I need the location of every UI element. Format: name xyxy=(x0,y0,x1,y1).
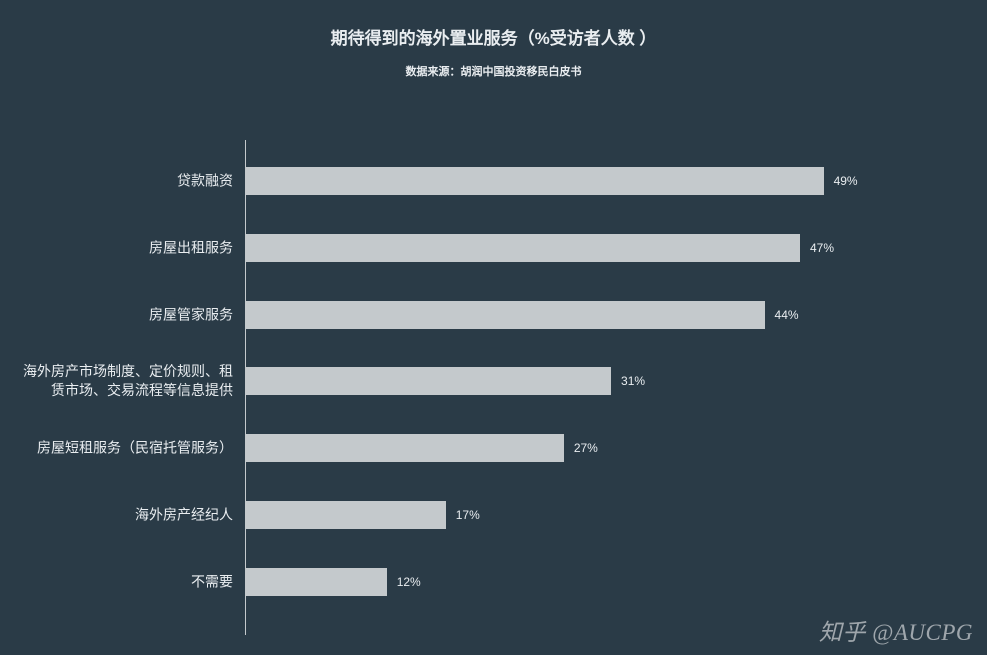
value-label: 27% xyxy=(574,441,598,455)
bar xyxy=(245,501,446,529)
value-label: 17% xyxy=(456,508,480,522)
bar-rows: 贷款融资 49% 房屋出租服务 47% 房屋管家服务 44% 海外房产市场制度、… xyxy=(245,140,965,635)
value-label: 44% xyxy=(775,308,799,322)
bar xyxy=(245,167,824,195)
bar-row: 海外房产经纪人 17% xyxy=(245,499,965,531)
bar-row: 房屋管家服务 44% xyxy=(245,299,965,331)
chart-container: 期待得到的海外置业服务（%受访者人数 ） 数据来源：胡润中国投资移民白皮书 贷款… xyxy=(0,0,987,655)
category-label: 不需要 xyxy=(15,572,245,591)
bar-row: 房屋短租服务（民宿托管服务） 27% xyxy=(245,432,965,464)
category-label: 房屋管家服务 xyxy=(15,305,245,324)
value-label: 47% xyxy=(810,241,834,255)
category-label: 海外房产市场制度、定价规则、租赁市场、交易流程等信息提供 xyxy=(15,363,245,401)
bar xyxy=(245,301,765,329)
category-label: 贷款融资 xyxy=(15,172,245,191)
chart-subtitle: 数据来源：胡润中国投资移民白皮书 xyxy=(0,63,987,79)
category-label: 房屋出租服务 xyxy=(15,239,245,258)
bar xyxy=(245,234,800,262)
value-label: 12% xyxy=(397,575,421,589)
bar xyxy=(245,367,611,395)
value-label: 31% xyxy=(621,374,645,388)
chart-title: 期待得到的海外置业服务（%受访者人数 ） xyxy=(0,24,987,49)
bar xyxy=(245,568,387,596)
value-label: 49% xyxy=(834,174,858,188)
category-label: 房屋短租服务（民宿托管服务） xyxy=(15,439,245,458)
watermark: 知乎 @AUCPG xyxy=(819,613,973,647)
bar-row: 房屋出租服务 47% xyxy=(245,232,965,264)
bar-row: 不需要 12% xyxy=(245,566,965,598)
bar xyxy=(245,434,564,462)
category-label: 海外房产经纪人 xyxy=(15,505,245,524)
bar-row: 海外房产市场制度、定价规则、租赁市场、交易流程等信息提供 31% xyxy=(245,365,965,397)
bar-row: 贷款融资 49% xyxy=(245,165,965,197)
plot-area: 贷款融资 49% 房屋出租服务 47% 房屋管家服务 44% 海外房产市场制度、… xyxy=(245,140,965,635)
